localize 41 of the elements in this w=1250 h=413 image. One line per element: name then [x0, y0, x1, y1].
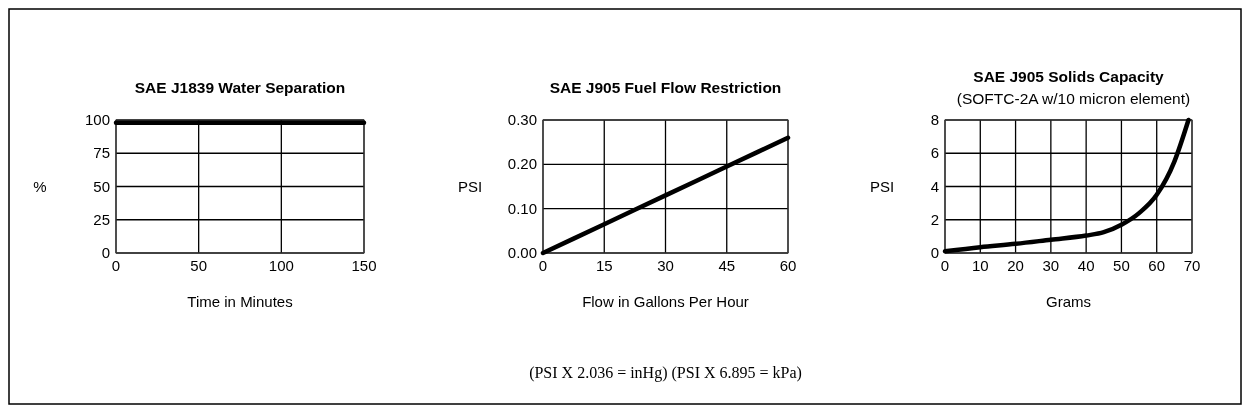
x-tick-label: 30 — [1042, 257, 1060, 274]
y-tick-label: 100 — [84, 111, 110, 128]
y-axis-title: PSI — [457, 177, 483, 195]
y-tick-label: 50 — [93, 177, 110, 195]
x-tick-label: 10 — [971, 257, 989, 274]
x-axis-title: Grams — [1046, 293, 1091, 310]
chart-title: SAE J905 Fuel Flow Restriction — [549, 79, 782, 96]
chart-title: SAE J1839 Water Separation — [134, 79, 346, 96]
x-tick-label: 150 — [351, 257, 377, 274]
y-tick-label: 8 — [930, 111, 939, 128]
x-tick-label: 100 — [268, 257, 294, 274]
x-tick-label: 0 — [111, 257, 121, 274]
x-tick-label: 15 — [595, 257, 613, 274]
y-tick-label: 0.30 — [507, 111, 537, 128]
y-tick-label: 0 — [101, 244, 110, 261]
y-tick-label: 75 — [93, 144, 110, 162]
x-axis-title: Time in Minutes — [187, 293, 293, 310]
x-tick-label: 60 — [779, 257, 797, 274]
x-axis-title: Flow in Gallons Per Hour — [582, 293, 749, 310]
y-axis-title: PSI — [869, 177, 895, 195]
x-tick-label: 20 — [1007, 257, 1024, 274]
x-tick-label: 50 — [190, 257, 208, 274]
y-tick-label: 0 — [930, 244, 939, 261]
y-tick-label: 0.00 — [507, 244, 537, 261]
y-tick-label: 6 — [930, 144, 939, 162]
x-tick-label: 70 — [1183, 257, 1201, 274]
x-tick-label: 0 — [538, 257, 548, 274]
y-tick-label: 2 — [930, 210, 939, 228]
y-tick-label: 0.10 — [507, 199, 537, 217]
chart-title: SAE J905 Solids Capacity — [973, 68, 1165, 85]
x-tick-label: 30 — [657, 257, 674, 274]
x-tick-label: 60 — [1148, 257, 1166, 274]
y-tick-label: 0.20 — [507, 155, 537, 173]
y-tick-label: 4 — [930, 177, 939, 195]
x-tick-label: 45 — [718, 257, 736, 274]
x-tick-label: 50 — [1113, 257, 1130, 274]
y-axis-title: % — [33, 177, 47, 195]
y-tick-label: 25 — [93, 210, 110, 228]
text: (PSI X 2.036 = inHg) (PSI X 6.895 = kPa) — [529, 364, 802, 382]
chart-subtitle: (SOFTC-2A w/10 micron element) — [956, 90, 1191, 107]
x-tick-label: 40 — [1077, 257, 1095, 274]
